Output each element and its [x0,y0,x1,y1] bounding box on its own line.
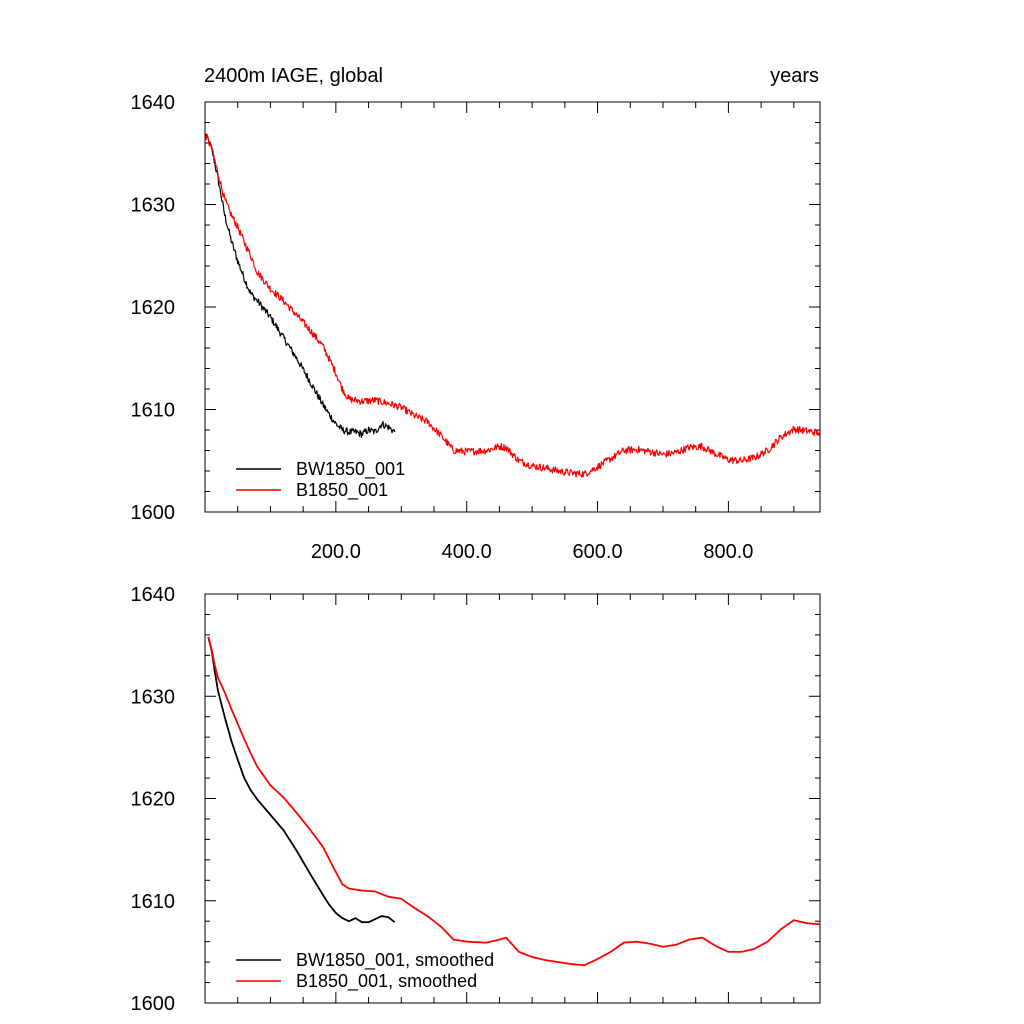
y-tick-label: 1600 [131,993,176,1015]
x-tick-label: 600.0 [573,541,623,563]
x-tick-label: 400.0 [442,541,492,563]
x-tick-label: 800.0 [703,541,753,563]
series-line-1 [205,133,821,478]
y-tick-label: 1640 [131,92,176,114]
x-tick-label: 200.0 [311,541,361,563]
y-tick-label: 1630 [131,195,176,217]
y-tick-label: 1620 [131,789,176,811]
series-line-0 [207,636,396,924]
series-line-1 [207,636,821,967]
legend-label: B1850_001 [296,480,388,501]
y-tick-label: 1610 [131,891,176,913]
legend-label: BW1850_001 [296,459,405,480]
chart-title: 2400m IAGE, global [204,65,383,87]
top-panel: 2400m IAGE, global years 1600 1610 1620 163… [131,65,821,563]
series-line-0 [205,133,396,438]
plot-frame [204,101,821,513]
legend-label: B1850_001, smoothed [296,971,477,992]
y-tick-label: 1610 [131,400,176,422]
y-tick-label: 1640 [131,584,176,606]
y-tick-label: 1630 [131,686,176,708]
units-label: years [770,65,819,87]
plot-frame [204,593,821,1004]
legend-label: BW1850_001, smoothed [296,950,494,971]
y-tick-label: 1620 [131,297,176,319]
bottom-panel: 1600 1610 1620 1630 1640 BW1850_001, smoothed… [131,584,821,1015]
y-tick-label: 1600 [131,502,176,524]
